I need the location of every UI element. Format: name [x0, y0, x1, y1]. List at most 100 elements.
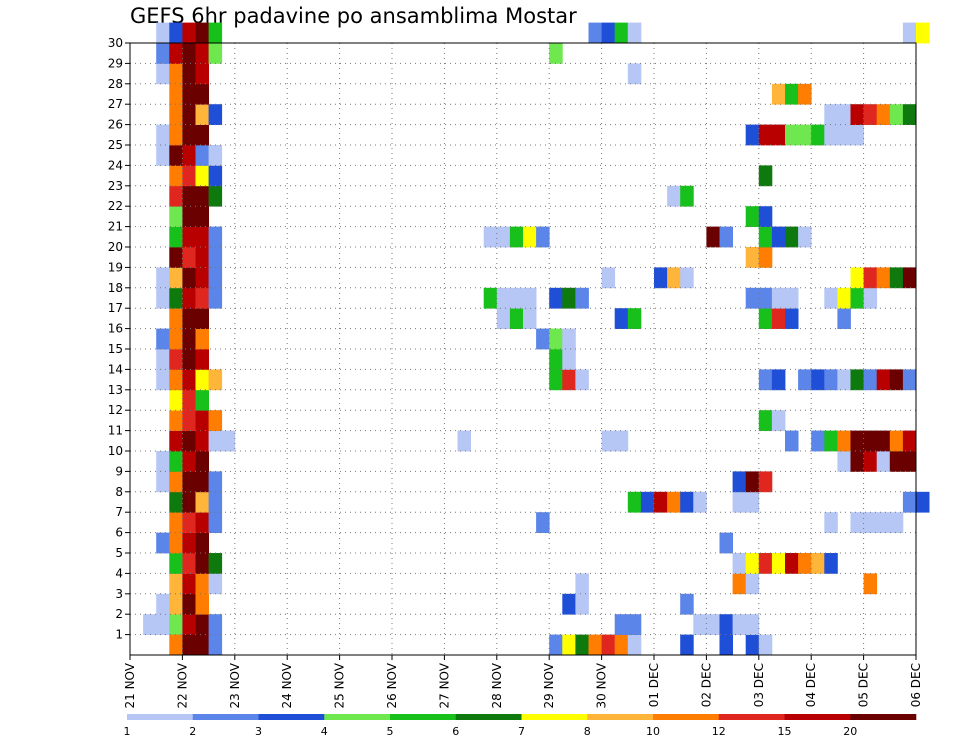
heatmap-cell [562, 593, 576, 615]
heatmap-cell [169, 145, 183, 166]
heatmap-cell [169, 185, 183, 207]
heatmap-cell [208, 614, 223, 635]
heatmap-cell [575, 287, 589, 309]
heatmap-cell [889, 369, 904, 391]
heatmap-cell [902, 491, 917, 513]
heatmap-cell [811, 124, 825, 146]
heatmap-cell [693, 491, 707, 513]
heatmap-cell [182, 451, 196, 472]
heatmap-cell [195, 124, 209, 146]
heatmap-cell [182, 471, 196, 493]
heatmap-cell [758, 287, 773, 309]
heatmap-cell [785, 430, 799, 452]
heatmap-cell [719, 634, 733, 656]
heatmap-cell [601, 430, 616, 452]
heatmap-cell [745, 206, 760, 227]
y-tick-label: 16 [108, 322, 123, 336]
heatmap-cell [182, 165, 196, 187]
heatmap-cell [850, 104, 864, 125]
heatmap-cell [169, 308, 183, 329]
heatmap-cell [156, 614, 170, 635]
x-tick-label: 30 NOV [595, 662, 609, 708]
heatmap-cell [208, 512, 223, 533]
heatmap-cell [496, 226, 511, 248]
heatmap-cell [719, 614, 733, 635]
heatmap-cell [771, 410, 786, 431]
heatmap-cell [182, 430, 196, 452]
heatmap-cell [837, 369, 851, 391]
heatmap-cell [627, 63, 642, 85]
heatmap-cell [706, 614, 720, 635]
heatmap-cell [902, 104, 917, 125]
heatmap-cell [771, 553, 786, 574]
heatmap-cell [169, 165, 183, 187]
heatmap-cell [195, 226, 209, 248]
heatmap-cell [549, 634, 563, 656]
heatmap-cell [195, 22, 209, 44]
x-tick-label: 04 DEC [804, 663, 818, 707]
y-tick-label: 2 [115, 607, 123, 621]
heatmap-cell [837, 124, 851, 146]
heatmap-cell [208, 287, 223, 309]
heatmap-cell [732, 491, 747, 513]
heatmap-cell [195, 83, 209, 105]
heatmap-cell [575, 634, 589, 656]
heatmap-cell [195, 206, 209, 227]
heatmap-cell [785, 287, 799, 309]
heatmap-cell [156, 471, 170, 493]
heatmap-cell [785, 124, 799, 146]
heatmap-cell [169, 634, 183, 656]
y-tick-label: 27 [108, 97, 123, 111]
heatmap-cell [536, 328, 550, 350]
heatmap-cell [824, 430, 838, 452]
legend-swatch [850, 714, 917, 720]
x-tick-label: 06 DEC [909, 663, 923, 707]
heatmap-cell [169, 451, 183, 472]
heatmap-cell [562, 287, 576, 309]
heatmap-cell [667, 267, 681, 289]
heatmap-cell [523, 308, 537, 329]
heatmap-cell [523, 287, 537, 309]
heatmap-cell [457, 430, 471, 452]
heatmap-cell [195, 308, 209, 329]
heatmap-cell [509, 287, 524, 309]
heatmap-cell [863, 287, 878, 309]
heatmap-cell [863, 267, 878, 289]
heatmap-cell [758, 369, 773, 391]
heatmap-cell [182, 22, 196, 44]
heatmap-cell [195, 267, 209, 289]
heatmap-cell [758, 308, 773, 329]
legend-label: 2 [189, 725, 196, 738]
heatmap-cell [876, 451, 891, 472]
heatmap-cell [876, 369, 891, 391]
heatmap-cell [771, 226, 786, 248]
x-tick-label: 23 NOV [228, 662, 242, 708]
heatmap-cell [745, 247, 760, 268]
y-tick-label: 20 [108, 240, 123, 254]
heatmap-cell [758, 165, 773, 187]
heatmap-cell [182, 553, 196, 574]
heatmap-cell [156, 593, 170, 615]
heatmap-cell [627, 22, 642, 44]
heatmap-cell [614, 308, 629, 329]
heatmap-cell [693, 614, 707, 635]
x-tick-label: 21 NOV [123, 662, 137, 708]
heatmap-cell [195, 63, 209, 85]
heatmap-cell [195, 145, 209, 166]
legend-swatch [390, 714, 457, 720]
heatmap-cell [182, 104, 196, 125]
heatmap-cell [588, 634, 602, 656]
heatmap-cell [182, 43, 196, 64]
y-tick-label: 28 [108, 77, 123, 91]
heatmap-cell [863, 430, 878, 452]
y-tick-label: 12 [108, 403, 123, 417]
heatmap-cell [798, 83, 812, 105]
heatmap-cell [195, 614, 209, 635]
heatmap-cell [889, 451, 904, 472]
heatmap-cell [614, 430, 629, 452]
legend-swatch [653, 714, 720, 720]
heatmap-cell [811, 553, 825, 574]
legend-label: 15 [778, 725, 792, 738]
heatmap-cell [614, 614, 629, 635]
